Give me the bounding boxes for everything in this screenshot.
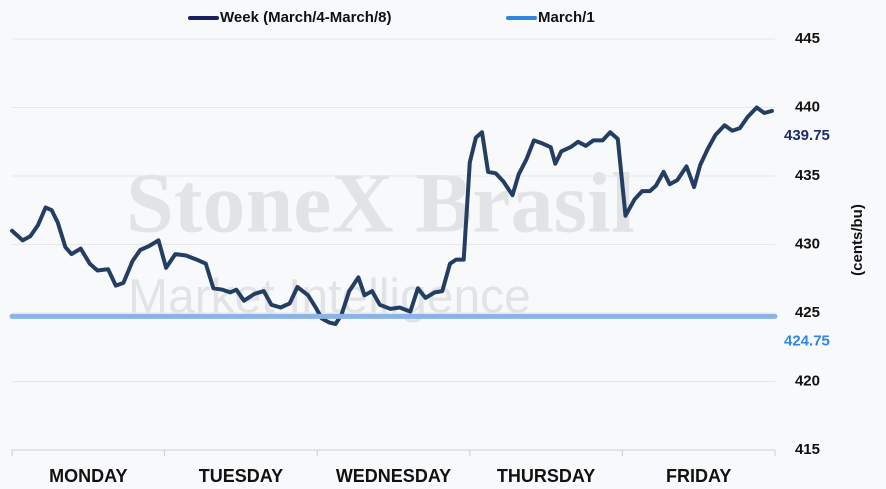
- end-value-label: 424.75: [784, 332, 830, 349]
- y-tick-label: 430: [795, 235, 820, 252]
- end-value-label: 439.75: [784, 127, 830, 144]
- x-tick-label: THURSDAY: [497, 466, 595, 486]
- y-tick-label: 440: [795, 98, 820, 115]
- watermark-title: StoneX Brasil: [126, 155, 635, 251]
- y-axis-label: (cents/bu): [849, 204, 866, 276]
- watermark: StoneX Brasil Market Intelligence: [126, 155, 635, 324]
- y-tick-label: 435: [795, 167, 820, 184]
- x-tick-label: FRIDAY: [666, 466, 731, 486]
- y-tick-label: 445: [795, 30, 820, 47]
- series-line: [10, 105, 774, 326]
- y-tick-label: 420: [795, 372, 820, 389]
- x-tick-label: WEDNESDAY: [336, 466, 451, 486]
- legend-label: Week (March/4-March/8): [220, 9, 391, 26]
- y-tick-label: 425: [795, 304, 820, 321]
- x-tick-label: MONDAY: [49, 466, 127, 486]
- legend-label: March/1: [538, 9, 595, 26]
- x-tick-label: TUESDAY: [199, 466, 283, 486]
- y-tick-label: 415: [795, 441, 820, 458]
